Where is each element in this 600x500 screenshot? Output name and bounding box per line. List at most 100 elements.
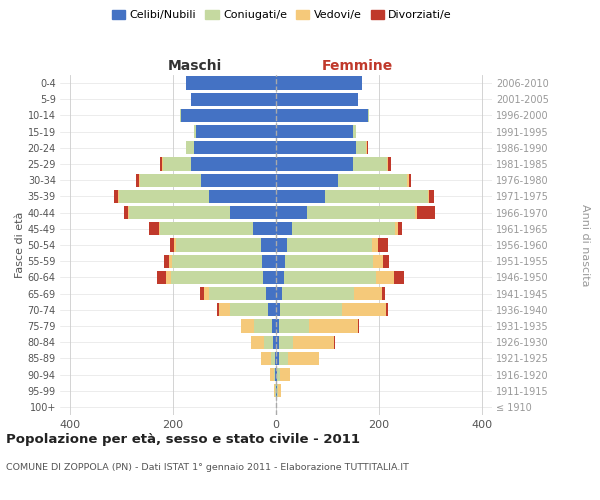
Bar bbox=[114, 190, 118, 203]
Bar bbox=[176, 238, 260, 252]
Text: Popolazione per età, sesso e stato civile - 2011: Popolazione per età, sesso e stato civil… bbox=[6, 432, 360, 446]
Bar bbox=[383, 254, 389, 268]
Bar bbox=[280, 368, 290, 381]
Bar bbox=[278, 352, 288, 365]
Bar bbox=[287, 238, 372, 252]
Bar bbox=[276, 141, 356, 154]
Bar bbox=[284, 270, 376, 284]
Bar bbox=[220, 303, 230, 316]
Bar bbox=[428, 190, 429, 203]
Bar bbox=[379, 238, 388, 252]
Bar bbox=[395, 222, 398, 235]
Bar bbox=[119, 190, 209, 203]
Bar bbox=[276, 222, 292, 235]
Bar bbox=[276, 109, 368, 122]
Bar bbox=[209, 287, 266, 300]
Bar bbox=[217, 303, 220, 316]
Bar bbox=[186, 141, 194, 154]
Bar bbox=[157, 270, 166, 284]
Bar bbox=[139, 174, 140, 187]
Bar bbox=[271, 352, 275, 365]
Bar bbox=[209, 190, 276, 203]
Bar bbox=[172, 254, 262, 268]
Bar bbox=[230, 303, 268, 316]
Bar bbox=[160, 158, 162, 170]
Bar bbox=[276, 92, 358, 106]
Bar bbox=[376, 270, 394, 284]
Bar bbox=[254, 320, 272, 332]
Bar bbox=[268, 303, 276, 316]
Bar bbox=[276, 336, 278, 349]
Bar bbox=[277, 384, 278, 398]
Bar bbox=[277, 368, 280, 381]
Text: COMUNE DI ZOPPOLA (PN) - Dati ISTAT 1° gennaio 2011 - Elaborazione TUTTITALIA.IT: COMUNE DI ZOPPOLA (PN) - Dati ISTAT 1° g… bbox=[6, 462, 409, 471]
Bar bbox=[429, 190, 434, 203]
Bar bbox=[276, 320, 278, 332]
Bar bbox=[276, 125, 353, 138]
Bar bbox=[276, 384, 277, 398]
Bar bbox=[274, 368, 275, 381]
Bar bbox=[159, 222, 160, 235]
Bar bbox=[276, 76, 362, 90]
Bar bbox=[276, 158, 353, 170]
Bar bbox=[276, 238, 287, 252]
Bar bbox=[276, 270, 284, 284]
Text: Femmine: Femmine bbox=[322, 58, 393, 72]
Bar bbox=[386, 158, 388, 170]
Bar bbox=[241, 320, 254, 332]
Bar bbox=[170, 270, 263, 284]
Bar bbox=[164, 254, 169, 268]
Bar bbox=[253, 222, 276, 235]
Bar bbox=[285, 254, 373, 268]
Bar bbox=[280, 303, 342, 316]
Bar bbox=[275, 352, 276, 365]
Bar bbox=[342, 303, 386, 316]
Bar bbox=[200, 287, 204, 300]
Bar bbox=[262, 254, 276, 268]
Bar bbox=[310, 320, 358, 332]
Bar bbox=[276, 287, 282, 300]
Bar bbox=[293, 336, 334, 349]
Bar bbox=[398, 222, 402, 235]
Bar bbox=[130, 206, 230, 220]
Bar bbox=[266, 287, 276, 300]
Bar bbox=[415, 206, 418, 220]
Text: Maschi: Maschi bbox=[167, 58, 222, 72]
Bar bbox=[160, 222, 253, 235]
Bar bbox=[278, 384, 281, 398]
Bar bbox=[366, 141, 367, 154]
Bar bbox=[194, 125, 196, 138]
Bar bbox=[276, 352, 278, 365]
Bar bbox=[251, 336, 264, 349]
Bar bbox=[382, 287, 385, 300]
Bar bbox=[388, 158, 391, 170]
Legend: Celibi/Nubili, Coniugati/e, Vedovi/e, Divorziati/e: Celibi/Nubili, Coniugati/e, Vedovi/e, Di… bbox=[107, 6, 457, 25]
Bar bbox=[276, 254, 285, 268]
Bar bbox=[169, 254, 172, 268]
Bar bbox=[276, 174, 338, 187]
Bar bbox=[292, 222, 395, 235]
Bar bbox=[288, 352, 319, 365]
Bar bbox=[272, 320, 276, 332]
Bar bbox=[276, 190, 325, 203]
Bar bbox=[274, 336, 276, 349]
Bar bbox=[162, 158, 163, 170]
Bar bbox=[204, 287, 209, 300]
Bar bbox=[263, 270, 276, 284]
Bar bbox=[353, 125, 356, 138]
Bar bbox=[278, 320, 310, 332]
Bar bbox=[194, 141, 276, 154]
Bar bbox=[418, 206, 436, 220]
Bar bbox=[260, 238, 276, 252]
Bar bbox=[386, 303, 388, 316]
Bar bbox=[276, 368, 277, 381]
Bar bbox=[149, 222, 159, 235]
Bar bbox=[276, 206, 307, 220]
Bar bbox=[358, 320, 359, 332]
Bar bbox=[278, 336, 293, 349]
Bar bbox=[166, 270, 170, 284]
Bar bbox=[186, 76, 276, 90]
Bar bbox=[118, 190, 119, 203]
Bar bbox=[368, 109, 369, 122]
Bar bbox=[373, 254, 383, 268]
